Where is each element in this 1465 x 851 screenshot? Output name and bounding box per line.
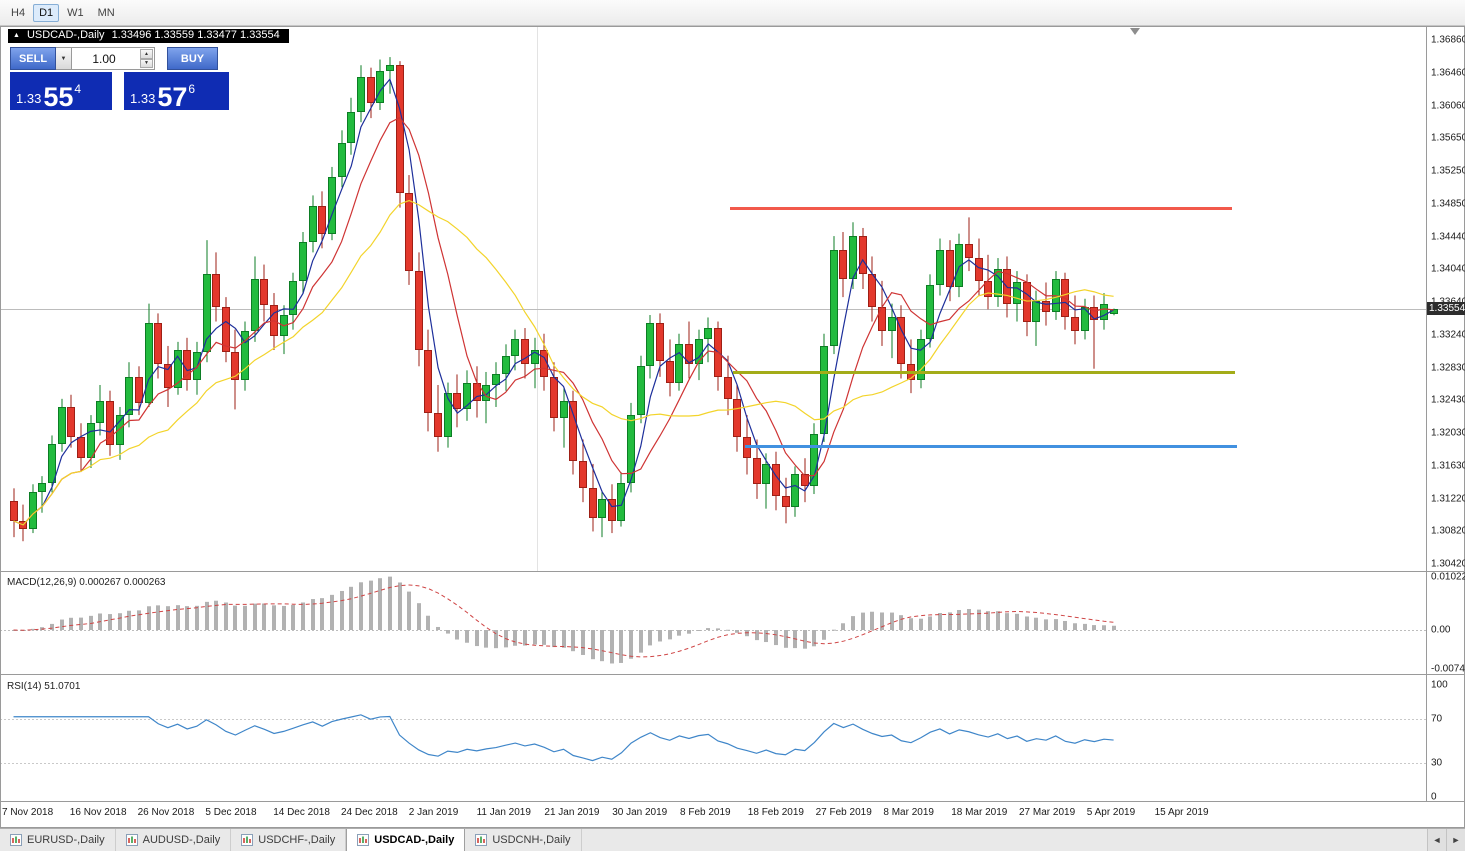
- time-axis-label: 16 Nov 2018: [69, 807, 127, 818]
- price-axis-label: 1.36060: [1431, 100, 1465, 111]
- chart-window: ▲ USDCAD-,Daily 1.33496 1.33559 1.33477 …: [0, 26, 1465, 828]
- time-axis-label: 30 Jan 2019: [612, 807, 668, 818]
- scroll-left-button[interactable]: ◄: [1427, 829, 1446, 851]
- chart-shift-marker[interactable]: [1130, 28, 1140, 35]
- volume-input[interactable]: [72, 48, 136, 69]
- time-axis-label: 11 Jan 2019: [476, 807, 531, 818]
- price-axis-label: 1.34040: [1431, 263, 1465, 275]
- price-axis-label: 1.30820: [1431, 525, 1465, 537]
- time-axis-label: 8 Mar 2019: [883, 807, 934, 818]
- current-price-badge: 1.33554: [1427, 302, 1465, 315]
- volume-dropdown-button[interactable]: ▼: [56, 47, 72, 70]
- time-axis-label: 5 Dec 2018: [205, 807, 257, 818]
- timeframe-toolbar: H4 D1 W1 MN: [0, 0, 1465, 26]
- rsi-scale-label: 100: [1431, 679, 1448, 691]
- timeframe-button-mn[interactable]: MN: [92, 4, 121, 22]
- chevron-down-icon: ▼: [60, 55, 67, 62]
- macd-scale-label: 0.010229: [1431, 571, 1465, 583]
- price-axis-label: 1.35250: [1431, 165, 1465, 177]
- one-click-trading-panel: SELL ▼ ▲ ▼ BUY 1.33 55 4 1.3: [10, 47, 229, 110]
- sell-price-pips: 55: [43, 81, 74, 112]
- time-axis-label: 27 Mar 2019: [1019, 807, 1076, 818]
- scroll-right-button[interactable]: ►: [1446, 829, 1465, 851]
- tab-label: USDCAD-,Daily: [374, 834, 455, 846]
- price-axis-label: 1.32030: [1431, 427, 1465, 439]
- price-axis-label: 1.31220: [1431, 493, 1465, 504]
- tab-label: USDCHF-,Daily: [258, 834, 336, 846]
- timeframe-button-d1[interactable]: D1: [33, 3, 60, 22]
- collapse-panel-icon[interactable]: ▲: [13, 32, 20, 39]
- sell-price-prefix: 1.33: [16, 91, 42, 106]
- price-axis-label: 1.34440: [1431, 231, 1465, 242]
- sell-price-display[interactable]: 1.33 55 4: [10, 72, 112, 110]
- time-axis-label: 21 Jan 2019: [544, 807, 600, 818]
- tab-usdcad-daily[interactable]: USDCAD-,Daily: [346, 829, 466, 851]
- chart-icon: [241, 834, 254, 846]
- time-axis-label: 8 Feb 2019: [680, 807, 731, 818]
- tab-label: USDCNH-,Daily: [492, 834, 571, 846]
- time-axis-label: 15 Apr 2019: [1154, 807, 1209, 818]
- tab-label: AUDUSD-,Daily: [142, 834, 221, 846]
- time-axis-label: 5 Apr 2019: [1086, 807, 1136, 818]
- buy-price-display[interactable]: 1.33 57 6: [124, 72, 229, 110]
- time-axis-label: 27 Feb 2019: [815, 807, 872, 818]
- buy-button[interactable]: BUY: [167, 47, 218, 70]
- volume-decrease-button[interactable]: ▼: [140, 58, 153, 68]
- price-axis-label: 1.34850: [1431, 198, 1465, 210]
- chevron-down-icon: ▼: [144, 60, 149, 67]
- sell-button[interactable]: SELL: [10, 47, 56, 70]
- time-axis-label: 24 Dec 2018: [341, 807, 398, 818]
- price-axis-label: 1.30420: [1431, 558, 1465, 570]
- volume-increase-button[interactable]: ▲: [140, 49, 153, 59]
- time-axis-label: 18 Mar 2019: [951, 807, 1008, 818]
- buy-price-pips: 57: [157, 81, 188, 112]
- price-chart-canvas[interactable]: [0, 26, 1465, 828]
- rsi-scale-label: 0: [1431, 791, 1437, 803]
- rsi-scale-label: 30: [1431, 757, 1443, 769]
- time-axis-label: 26 Nov 2018: [137, 807, 195, 818]
- time-axis-label: 18 Feb 2019: [747, 807, 804, 818]
- chart-icon: [357, 834, 370, 846]
- chevron-up-icon: ▲: [144, 50, 149, 57]
- chart-icon: [125, 834, 138, 846]
- chart-ohlc-values: 1.33496 1.33559 1.33477 1.33554: [111, 29, 280, 41]
- price-axis-label: 1.33240: [1431, 329, 1465, 341]
- rsi-scale-label: 70: [1431, 713, 1443, 725]
- chart-icon: [10, 834, 22, 846]
- tab-label: EURUSD-,Daily: [27, 834, 105, 846]
- price-axis-label: 1.32830: [1431, 362, 1465, 373]
- chart-icon: [475, 834, 488, 846]
- time-axis-label: 14 Dec 2018: [273, 807, 330, 818]
- price-axis-label: 1.32430: [1431, 394, 1465, 406]
- volume-field: ▲ ▼: [72, 47, 155, 70]
- chart-tab-bar: EURUSD-,Daily AUDUSD-,Daily USDCHF-,Daily U…: [0, 828, 1465, 851]
- buy-price-point: 6: [188, 82, 196, 96]
- buy-price-prefix: 1.33: [130, 91, 156, 106]
- tab-usdcnh-daily[interactable]: USDCNH-,Daily: [465, 829, 582, 851]
- time-axis-label: 2 Jan 2019: [408, 807, 459, 818]
- price-axis-label: 1.35650: [1431, 132, 1465, 144]
- price-axis-label: 1.31630: [1431, 460, 1465, 472]
- rsi-indicator-label: RSI(14) 51.0701: [7, 681, 81, 692]
- timeframe-button-w1[interactable]: W1: [61, 4, 90, 22]
- tab-eurusd-daily[interactable]: EURUSD-,Daily: [0, 829, 116, 851]
- price-axis-label: 1.36860: [1431, 34, 1465, 46]
- tab-audusd-daily[interactable]: AUDUSD-,Daily: [116, 829, 232, 851]
- chart-symbol-label: USDCAD-,Daily: [26, 29, 105, 41]
- chart-title-strip: ▲ USDCAD-,Daily 1.33496 1.33559 1.33477 …: [8, 29, 289, 43]
- price-axis-label: 1.36460: [1431, 67, 1465, 79]
- tab-scroll-controls: ◄ ►: [1427, 829, 1465, 851]
- time-axis-label: 7 Nov 2018: [2, 807, 54, 818]
- sell-price-point: 4: [74, 82, 82, 96]
- macd-indicator-label: MACD(12,26,9) 0.000267 0.000263: [7, 577, 166, 588]
- macd-scale-label: -0.007477: [1431, 663, 1465, 675]
- tab-usdchf-daily[interactable]: USDCHF-,Daily: [231, 829, 347, 851]
- macd-scale-label: 0.00: [1431, 624, 1451, 636]
- timeframe-button-h4[interactable]: H4: [5, 4, 31, 22]
